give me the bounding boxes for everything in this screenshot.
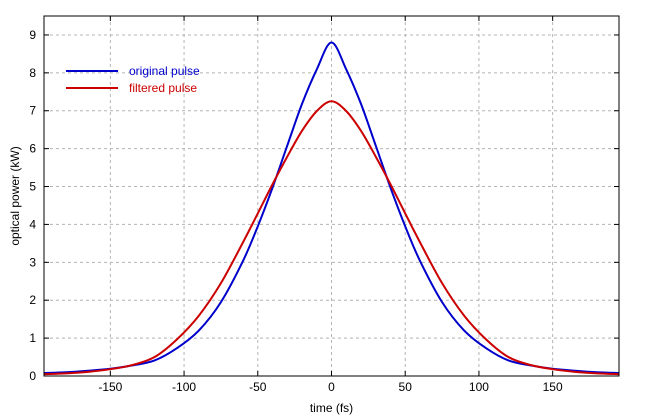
y-tick-label: 1 [29,331,36,345]
y-tick-label: 3 [29,255,36,269]
x-axis-label: time (fs) [310,401,353,415]
y-tick-label: 6 [29,142,36,156]
series-line-filtered-pulse [44,100,619,376]
y-tick-label: 9 [29,28,36,42]
y-tick-label: 7 [29,104,36,118]
y-tick-label: 0 [29,369,36,383]
legend-original-pulse-label: original pulse [129,64,200,78]
y-axis-label: optical power (kW) [8,146,22,245]
y-tick-label: 5 [29,180,36,194]
x-tick-label: 50 [399,380,413,394]
x-tick-label: 150 [543,380,563,394]
series-line-original-pulse [44,41,619,374]
grid [44,16,619,376]
series-group [44,41,619,376]
y-tick-label: 2 [29,293,36,307]
x-tick-label: -100 [172,380,196,394]
tick-labels: -150 -100 -50 0 50 100 150 0 1 2 3 4 5 6 7 8 9 [29,28,563,394]
y-tick-label: 8 [29,66,36,80]
x-tick-label: 100 [469,380,489,394]
x-tick-label: 0 [328,380,335,394]
x-tick-label: -150 [98,380,122,394]
x-tick-label: -50 [249,380,267,394]
ticks [44,16,619,377]
legend-filtered-pulse-label: filtered pulse [129,81,197,95]
legend: original pulse filtered pulse [66,64,200,95]
y-tick-label: 4 [29,217,36,231]
